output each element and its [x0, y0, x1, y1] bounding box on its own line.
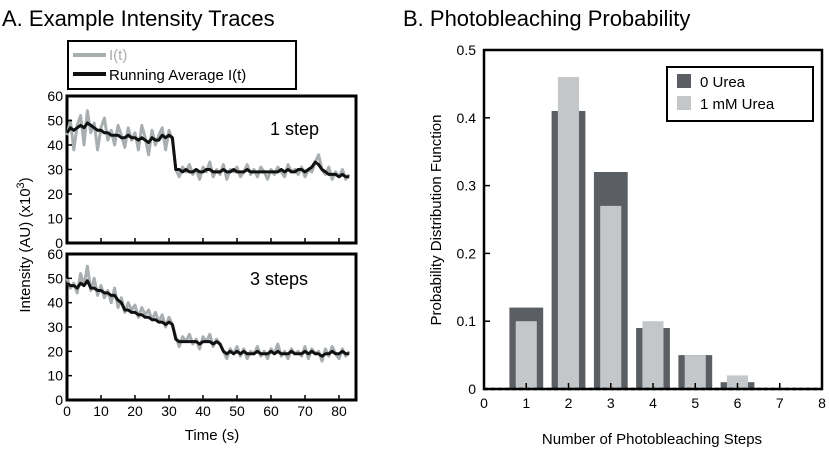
panel-a-title: A. Example Intensity Traces [2, 6, 275, 31]
x-tick-label: 60 [263, 403, 279, 419]
y-tick-label: 0 [55, 235, 63, 251]
y-axis-label-main: Intensity (AU) (x10 [17, 188, 34, 312]
y-tick-label: 0.5 [457, 42, 477, 58]
y-tick-label: 50 [47, 270, 63, 286]
legend-label-avg: Running Average I(t) [109, 67, 246, 84]
y-tick-label: 60 [47, 88, 63, 104]
x-axis-ticks: 0 1 2 3 4 5 6 7 8 [480, 383, 826, 411]
x-axis-label: Time (s) [185, 427, 239, 444]
legend-swatch-0-urea [677, 74, 691, 88]
panel-a: A. Example Intensity Traces I(t) Running… [2, 6, 358, 444]
x-tick-label: 10 [93, 403, 109, 419]
legend-label-raw: I(t) [109, 47, 127, 64]
y-tick-label: 20 [47, 343, 63, 359]
x-tick-label: 50 [229, 403, 245, 419]
x-tick-label: 70 [297, 403, 313, 419]
legend-label-1mM-urea: 1 mM Urea [700, 96, 775, 113]
panel-b: B. Photobleaching Probability 0 0.1 0.2 0.3… [403, 6, 826, 448]
legend-label-0-urea: 0 Urea [700, 74, 746, 91]
y-tick-label: 30 [47, 162, 63, 178]
y-axis-label-superscript: 3 [15, 182, 27, 188]
bar-1mM-urea [684, 355, 706, 389]
x-tick-label: 1 [522, 395, 530, 411]
x-tick-label: 0 [63, 403, 71, 419]
bar-series [509, 77, 755, 389]
y-axis-label: Intensity (AU) (x103) [15, 177, 34, 312]
annotation-3-steps: 3 steps [250, 269, 308, 289]
y-tick-label: 0 [55, 392, 63, 408]
panel-a-legend: I(t) Running Average I(t) [67, 40, 297, 90]
y-tick-label: 60 [47, 246, 63, 262]
y-axis-ticks: 0 10 20 30 40 50 60 [47, 88, 340, 251]
y-axis-label-close: ) [17, 177, 34, 182]
x-tick-label: 80 [331, 403, 347, 419]
bar-1mM-urea [726, 375, 748, 389]
y-tick-label: 40 [47, 137, 63, 153]
y-tick-label: 50 [47, 113, 63, 129]
x-tick-label: 5 [691, 395, 699, 411]
trace-subplot-3-steps: 0 10 20 30 40 50 60 3 steps [47, 246, 358, 408]
bar-1mM-urea [557, 77, 579, 389]
legend-box [67, 40, 297, 90]
trace-subplot-1-step: 0 10 20 30 40 50 60 1 step [47, 88, 358, 251]
y-tick-label: 0.3 [457, 178, 477, 194]
subplot-frame [65, 252, 358, 402]
annotation-1-step: 1 step [270, 119, 319, 139]
panel-b-legend: 0 Urea 1 mM Urea [666, 66, 814, 122]
y-tick-label: 10 [47, 368, 63, 384]
x-tick-label: 4 [649, 395, 657, 411]
y-tick-label: 30 [47, 319, 63, 335]
x-tick-label: 8 [818, 395, 826, 411]
x-tick-label: 40 [195, 403, 211, 419]
panel-b-title: B. Photobleaching Probability [403, 6, 690, 31]
x-tick-label: 7 [776, 395, 784, 411]
y-axis-ticks: 0 0.1 0.2 0.3 0.4 0.5 [457, 42, 490, 397]
x-axis-ticks: 0 10 20 30 40 50 60 70 80 [63, 403, 347, 419]
y-axis-label: Probability Distribution Function [428, 115, 445, 326]
legend-box [666, 66, 814, 122]
y-axis-ticks: 0 10 20 30 40 50 60 [47, 246, 340, 408]
y-tick-label: 0.1 [457, 313, 477, 329]
x-axis-label: Number of Photobleaching Steps [542, 431, 762, 448]
x-tick-label: 2 [565, 395, 573, 411]
bar-1mM-urea [642, 321, 664, 389]
y-tick-label: 0.2 [457, 245, 477, 261]
y-tick-label: 40 [47, 295, 63, 311]
trace-average-line [65, 121, 350, 179]
x-tick-label: 3 [607, 395, 615, 411]
y-tick-label: 0 [468, 381, 476, 397]
bar-1mM-urea [515, 321, 537, 389]
y-tick-label: 0.4 [457, 110, 477, 126]
trace-average-line [66, 279, 350, 358]
bar-1mM-urea [600, 205, 622, 389]
x-tick-label: 30 [161, 403, 177, 419]
y-tick-label: 10 [47, 211, 63, 227]
x-tick-label: 20 [127, 403, 143, 419]
x-tick-label: 0 [480, 395, 488, 411]
y-tick-label: 20 [47, 186, 63, 202]
x-tick-label: 6 [734, 395, 742, 411]
legend-swatch-1mM-urea [677, 96, 691, 110]
